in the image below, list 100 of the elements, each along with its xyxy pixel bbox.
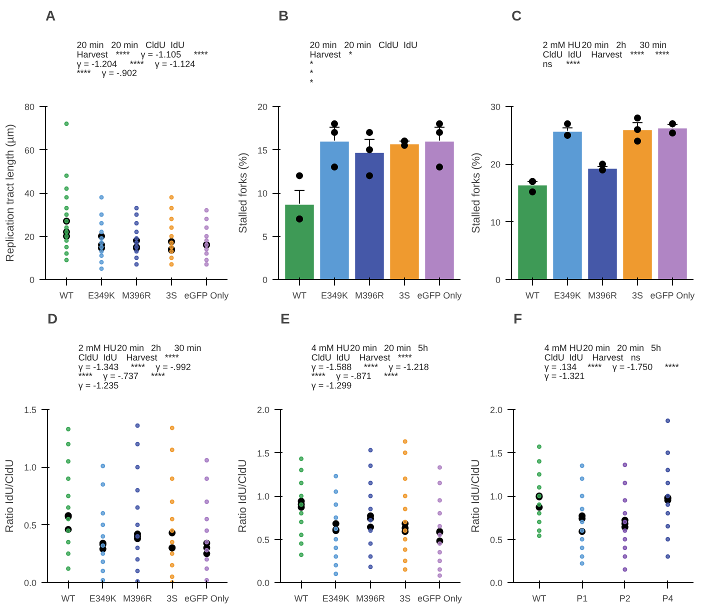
text: **** [588,362,602,372]
x-tick-label: E349K [88,290,116,300]
y-tick-label: 30 [490,102,501,112]
text: γ = -1.204 [76,58,118,69]
text: 20 min [583,343,610,354]
x-tick-label: WT [532,594,547,604]
text: Harvest [76,49,108,60]
y-tick-label: 0.0 [490,578,503,588]
text: 20 min [111,40,138,50]
text: γ = -1.321 [544,371,585,382]
text: γ = -.992 [156,362,191,372]
y-tick-label: 1.0 [490,492,503,502]
x-tick-label: eGFP Only [650,290,696,300]
text: γ = -1.218 [388,362,429,372]
text: γ = -.737 [103,371,138,382]
text: **** [364,362,378,372]
y-tick-label: 60 [24,145,35,156]
text: IdU [103,352,118,362]
x-tick-label: WT [526,290,540,300]
text: **** [130,58,144,69]
text: 2h [616,40,626,50]
y-tick-label: 10 [257,188,268,198]
y-tick-label: 0.5 [490,534,503,545]
text: **** [194,49,208,60]
text: IdU [403,40,418,50]
text: **** [76,68,92,78]
text: 20 min [582,40,609,50]
text: γ = -1.124 [154,58,196,69]
x-tick-label: WT [61,594,76,604]
text: ns [630,352,641,362]
x-tick-label: E349K [320,290,348,300]
x-tick-label: E349K [322,594,350,604]
text: 20 min [310,40,337,50]
text: 20 min [117,343,144,354]
y-tick-label: 20 [257,102,268,112]
x-tick-label: M396R [122,290,152,300]
y-tick-label: 20 [24,232,35,242]
y-tick-label: 1.5 [256,448,270,458]
text: IdU [569,352,584,362]
x-tick-label: M396R [356,594,386,604]
text: **** [655,49,670,60]
text: CldU [542,49,563,60]
text: **** [566,58,581,69]
x-tick-label: eGFP Only [184,594,230,604]
text: **** [664,362,680,372]
text: IdU [568,49,582,60]
x-tick-label: WT [294,594,309,604]
x-tick-label: 3S [632,290,644,300]
x-tick-label: 3S [166,290,178,300]
y-axis-title: Stalled forks (%) [470,152,482,234]
y-tick-label: 1.0 [256,492,270,502]
text: **** [311,371,326,382]
x-tick-label: 3S [398,290,410,300]
y-tick-label: 10 [490,217,501,228]
y-axis-title: Ratio IdU/CldU [470,459,482,533]
y-tick-label: 80 [24,102,35,112]
text: γ = -1.299 [311,380,352,391]
text: 5h [651,343,662,354]
y-axis-title: Stalled forks (%) [237,152,250,234]
y-tick-label: 0.5 [256,534,270,545]
text: 30 min [640,40,667,50]
y-tick-label: 40 [24,188,35,198]
x-tick-label: 3S [166,594,178,604]
x-tick-label: eGFP Only [417,290,462,300]
chart-title: F [514,310,522,326]
x-tick-label: M396R [122,594,153,604]
text: Harvest [310,49,342,60]
text: * [310,78,314,88]
text: CldU [311,352,332,362]
text: 4 mM HU [311,343,350,354]
text: **** [151,371,166,382]
text: γ = .134 [544,362,577,372]
text: Harvest [126,352,158,362]
y-tick-label: 0 [262,275,268,285]
y-tick-label: 2.0 [490,405,503,415]
chart-title: A [46,8,56,24]
text: IdU [336,352,350,362]
y-tick-label: 0.0 [256,578,270,588]
y-tick-label: 1.5 [490,448,503,458]
x-tick-label: eGFP Only [417,594,462,604]
text: CldU [378,40,398,50]
text: 5h [418,343,428,354]
x-tick-label: P1 [576,594,588,604]
text: Harvest [591,49,623,60]
text: 20 min [344,40,372,50]
text: γ = -1.588 [311,362,352,372]
text: CldU [78,352,98,362]
text: **** [384,371,399,382]
text: γ = -.871 [336,371,372,382]
text: CldU [145,40,166,50]
text: 2h [151,343,162,354]
text: γ = -1.105 [140,49,182,60]
text: 30 min [174,343,202,354]
x-tick-label: P4 [662,594,674,604]
text: * [310,58,314,69]
text: 20 min [617,343,644,354]
x-tick-label: M396R [588,290,618,300]
text: 2 mM HU [78,343,116,354]
y-axis-title: Replication tract length (µm) [4,124,16,262]
text: **** [78,371,93,382]
